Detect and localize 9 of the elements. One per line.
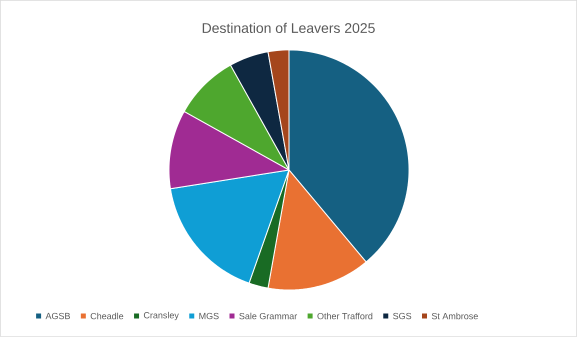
legend-label: St Ambrose — [432, 312, 478, 320]
legend-label: SGS — [393, 312, 412, 320]
legend-label: Cheadle — [90, 312, 124, 320]
legend-label: Sale Grammar — [239, 312, 298, 320]
chart-title: Destination of Leavers 2025 — [202, 22, 375, 34]
legend-label: MGS — [199, 312, 219, 320]
legend-label: Other Trafford — [317, 312, 372, 320]
legend-label: AGSB — [46, 312, 70, 320]
legend-label: Cransley — [144, 312, 179, 320]
